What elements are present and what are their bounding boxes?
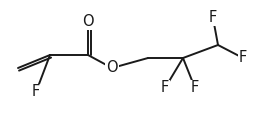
Text: O: O xyxy=(106,61,117,76)
Text: F: F xyxy=(32,84,40,99)
Text: F: F xyxy=(208,11,216,25)
Text: F: F xyxy=(238,51,246,65)
Text: F: F xyxy=(160,80,168,95)
Text: F: F xyxy=(190,80,198,95)
Text: O: O xyxy=(82,15,93,30)
